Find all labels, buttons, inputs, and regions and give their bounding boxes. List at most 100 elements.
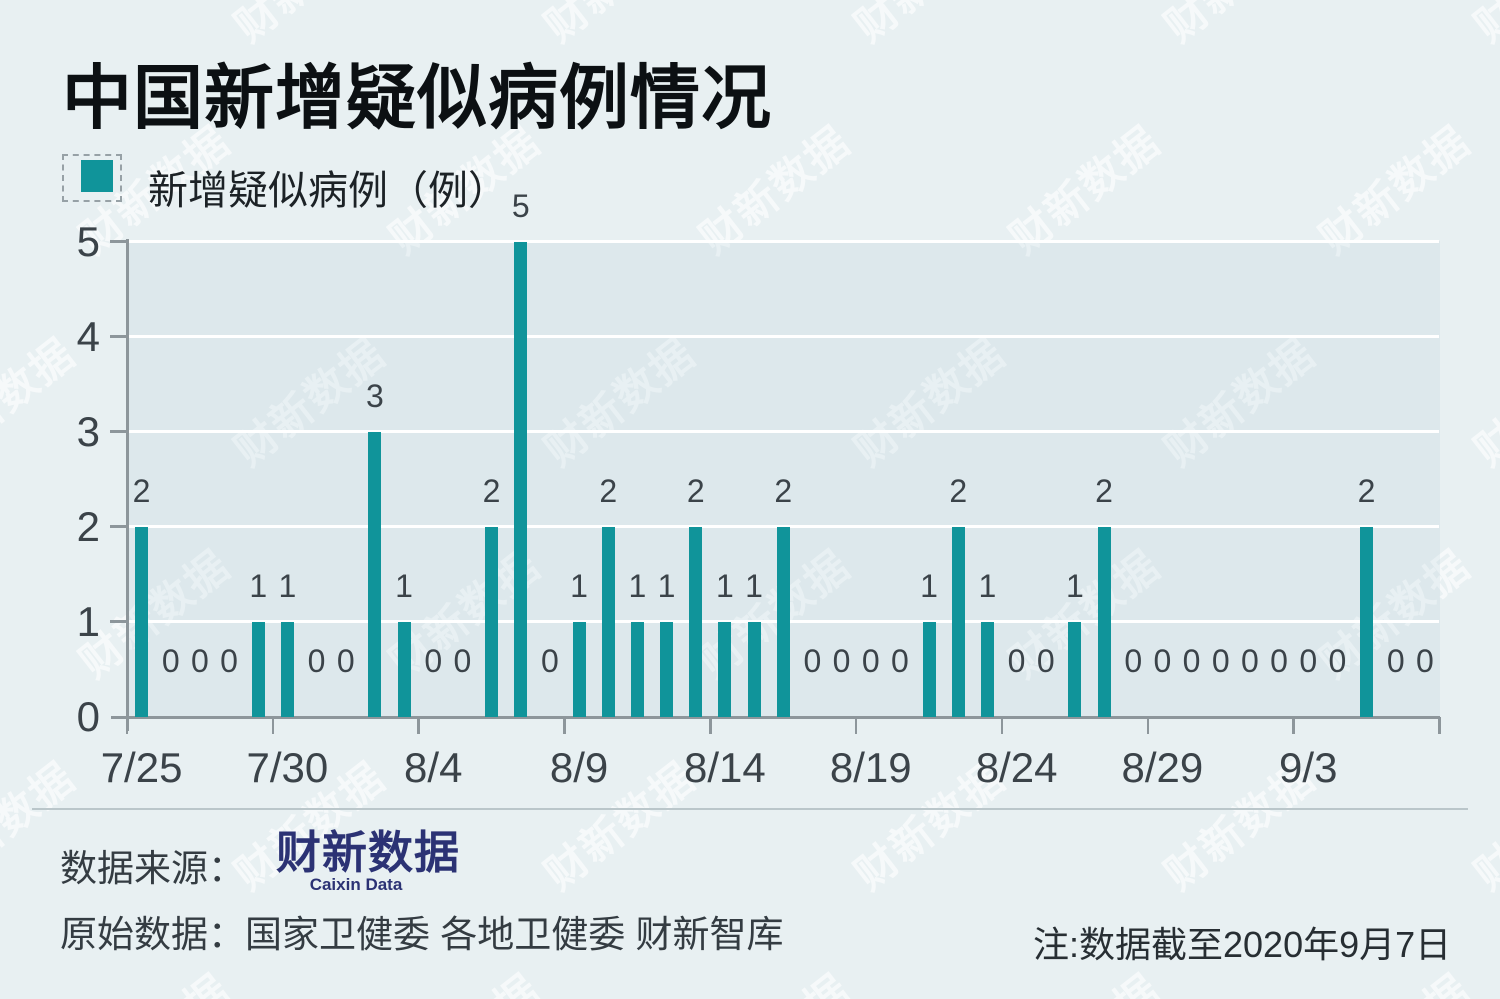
bar-value-label: 2 <box>686 472 705 509</box>
page-title: 中国新增疑似病例情况 <box>62 59 772 137</box>
chart-bar-8/10 <box>601 526 615 717</box>
y-axis-tick <box>110 525 127 528</box>
bar-value-label: 0 <box>1270 643 1288 679</box>
bar-value-label: 0 <box>1153 643 1172 679</box>
raw-data-line: 原始数据：国家卫健委 各地卫健委 财新智库 <box>60 904 784 958</box>
x-axis-tick <box>1146 716 1150 734</box>
x-axis-label: 8/29 <box>1121 744 1204 791</box>
y-axis-label: 4 <box>76 312 100 360</box>
y-axis-label: 5 <box>76 217 100 265</box>
bar-value-label: 0 <box>1211 643 1230 679</box>
gridline <box>128 430 1439 434</box>
chart-bar-8/14 <box>718 621 732 717</box>
chart-bar-8/12 <box>660 621 674 717</box>
y-axis-tick <box>110 240 127 243</box>
y-axis-tick <box>110 620 127 623</box>
raw-data-label: 原始数据： <box>60 914 245 955</box>
legend-swatch <box>81 160 113 192</box>
x-axis-tick <box>854 716 858 734</box>
bar-value-label: 0 <box>453 643 472 679</box>
bar-value-label: 1 <box>978 567 997 604</box>
bar-value-label: 1 <box>570 567 588 604</box>
y-axis-line <box>125 239 129 731</box>
chart-bar-8/7 <box>514 241 528 717</box>
bar-value-label: 2 <box>482 472 501 509</box>
bar-value-label: 0 <box>220 643 238 679</box>
bar-value-label: 0 <box>1299 643 1318 679</box>
bar-value-label: 0 <box>307 643 326 679</box>
bar-value-label: 2 <box>1357 472 1376 509</box>
bar-value-label: 1 <box>1066 567 1084 604</box>
chart-bar-7/30 <box>280 621 294 717</box>
cutoff-note: 注:数据截至2020年9月7日 <box>1033 924 1452 965</box>
x-axis-label: 9/3 <box>1279 744 1338 791</box>
chart-bar-8/9 <box>572 621 586 717</box>
chart-bar-8/11 <box>630 621 644 717</box>
chart-bar-8/27 <box>1097 526 1111 717</box>
y-axis-tick <box>110 335 127 338</box>
logo-subtext: Caixin Data <box>309 875 403 894</box>
y-axis-tick <box>110 430 127 433</box>
bar-value-label: 2 <box>774 472 793 509</box>
chart-bar-9/5 <box>1360 526 1374 717</box>
bar-value-label: 0 <box>803 643 822 679</box>
y-axis-label: 2 <box>76 502 100 550</box>
x-axis-line <box>111 715 1440 719</box>
bar-value-label: 0 <box>1182 643 1201 679</box>
x-axis-label: 7/30 <box>246 744 329 791</box>
chart-bar-8/23 <box>980 621 994 717</box>
chart-bar-8/22 <box>951 526 965 717</box>
bar-value-label: 1 <box>249 567 268 604</box>
x-axis-label: 8/24 <box>975 744 1058 791</box>
chart-bar-7/29 <box>251 621 265 717</box>
chart-bar-8/21 <box>922 621 936 717</box>
raw-data-value: 国家卫健委 各地卫健委 财新智库 <box>245 914 784 955</box>
x-axis-label: 8/14 <box>684 744 766 791</box>
bar-value-label: 0 <box>832 643 851 679</box>
bar-value-label: 0 <box>1124 643 1143 679</box>
chart-bar-8/15 <box>747 621 761 717</box>
y-axis-label: 0 <box>76 692 100 740</box>
bar-value-label: 1 <box>745 567 763 604</box>
x-axis-tick <box>271 716 275 734</box>
bar-value-label: 1 <box>395 567 413 604</box>
bar-value-label: 2 <box>599 472 618 509</box>
x-axis-tick <box>1000 716 1004 734</box>
chart-bar-8/3 <box>397 621 411 717</box>
bar-value-label: 0 <box>541 643 559 679</box>
bar-value-label: 0 <box>336 643 355 679</box>
bar-value-label: 0 <box>161 643 180 679</box>
legend-swatch-dashed-box <box>62 154 122 202</box>
x-axis-tick <box>563 716 566 734</box>
bar-value-label: 2 <box>1095 472 1113 509</box>
bar-value-label: 1 <box>716 567 734 604</box>
bar-value-label: 1 <box>628 567 647 604</box>
bar-value-label: 0 <box>861 643 880 679</box>
chart-bar-8/26 <box>1068 621 1082 717</box>
y-axis-label: 1 <box>76 597 100 645</box>
bar-value-label: 0 <box>1007 643 1026 679</box>
x-axis-label: 7/25 <box>100 744 183 791</box>
x-axis-label: 8/19 <box>829 744 912 791</box>
bar-value-label: 2 <box>949 472 968 509</box>
bar-value-label: 0 <box>1241 643 1259 679</box>
x-axis-tick <box>709 716 712 734</box>
caixin-data-logo: 财新数据 Caixin Data <box>276 827 461 894</box>
x-axis-tick <box>125 716 129 734</box>
logo-text: 财新数据 <box>276 827 461 878</box>
bar-value-label: 1 <box>920 567 938 604</box>
bar-value-label: 5 <box>511 187 530 224</box>
x-axis-tick <box>1438 716 1441 734</box>
chart-bar-8/16 <box>776 526 790 717</box>
bar-value-label: 3 <box>366 377 384 414</box>
legend-label: 新增疑似病例（例） <box>148 169 508 213</box>
bar-value-label: 0 <box>424 643 443 679</box>
bar-value-label: 0 <box>1386 643 1405 679</box>
data-source-label: 数据来源： <box>60 848 245 889</box>
gridline <box>128 335 1439 339</box>
x-axis-tick <box>1292 716 1295 734</box>
gridline <box>128 240 1439 244</box>
footer-divider <box>32 808 1468 810</box>
bar-value-label: 0 <box>191 643 209 679</box>
